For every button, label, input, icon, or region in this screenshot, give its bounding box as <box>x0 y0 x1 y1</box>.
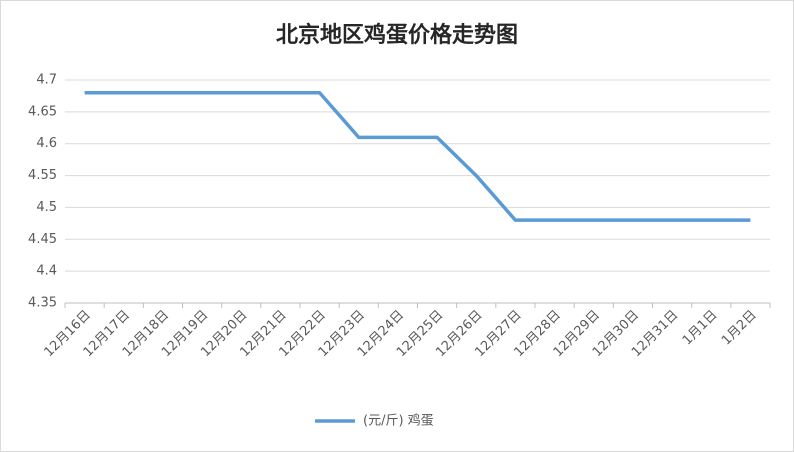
y-tick-label: 4.65 <box>28 104 57 119</box>
y-tick-label: 4.35 <box>28 296 57 311</box>
y-tick-label: 4.6 <box>36 136 57 151</box>
chart-title: 北京地区鸡蛋价格走势图 <box>276 22 518 48</box>
legend-label: (元/斤) 鸡蛋 <box>363 413 434 429</box>
y-tick-label: 4.4 <box>36 264 57 279</box>
line-series <box>84 90 751 222</box>
y-tick-label: 4.45 <box>28 232 57 247</box>
y-tick-label: 4.7 <box>36 73 57 88</box>
y-tick-label: 4.5 <box>36 200 57 215</box>
y-tick-label: 4.55 <box>28 168 57 183</box>
